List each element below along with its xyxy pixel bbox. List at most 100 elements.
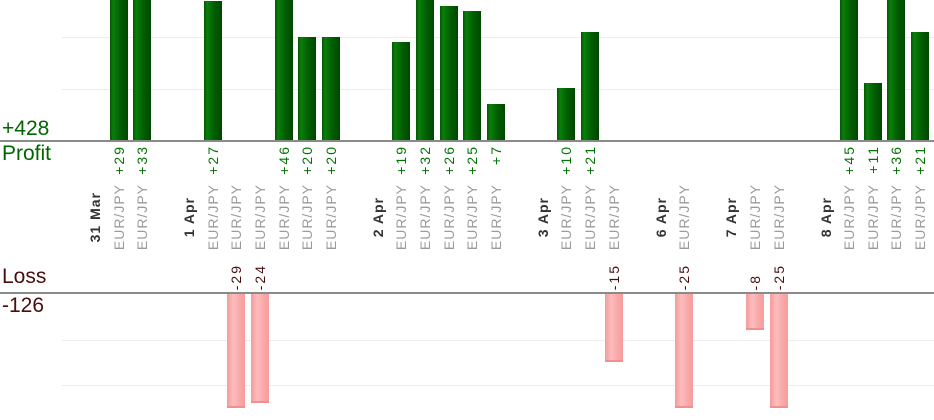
instrument-label: EUR/JPY	[323, 183, 339, 251]
profit-bar	[840, 0, 858, 140]
profit-gridline	[62, 37, 934, 38]
instrument-label-column: EUR/JPY	[746, 180, 764, 254]
profit-bar	[487, 104, 505, 140]
loss-axis-label: Loss	[2, 265, 47, 288]
loss-value-label: -25	[676, 263, 692, 290]
loss-bar	[770, 294, 788, 408]
instrument-label: EUR/JPY	[558, 183, 574, 251]
profit-value-label: +10	[558, 145, 574, 175]
profit-value-label: +27	[205, 145, 221, 175]
profit-bar	[392, 42, 410, 140]
instrument-label-column: EUR/JPY	[487, 180, 505, 254]
date-label-column: 8 Apr	[817, 180, 835, 254]
date-label-column: 7 Apr	[722, 180, 740, 254]
instrument-label-column: EUR/JPY	[227, 180, 245, 254]
loss-total: -126	[2, 294, 45, 317]
instrument-label-column: EUR/JPY	[251, 180, 269, 254]
date-label: 7 Apr	[723, 196, 739, 238]
instrument-label: EUR/JPY	[299, 183, 315, 251]
instrument-label-column: EUR/JPY	[864, 180, 882, 254]
loss-value-label: -24	[252, 263, 268, 290]
profit-bar	[864, 83, 882, 140]
instrument-label-column: EUR/JPY	[322, 180, 340, 254]
instrument-label: EUR/JPY	[228, 183, 244, 251]
instrument-label: EUR/JPY	[464, 183, 480, 251]
instrument-label: EUR/JPY	[582, 183, 598, 251]
date-label-column: 3 Apr	[534, 180, 552, 254]
profit-value-label: +36	[888, 145, 904, 175]
profit-value-label: +46	[276, 145, 292, 175]
profit-value-label: +29	[111, 145, 127, 175]
date-label-column: 1 Apr	[180, 180, 198, 254]
instrument-label-column: EUR/JPY	[275, 180, 293, 254]
instrument-label: EUR/JPY	[912, 183, 928, 251]
profit-value-label: +32	[417, 145, 433, 175]
profit-bar	[133, 0, 151, 140]
instrument-label: EUR/JPY	[393, 183, 409, 251]
instrument-label: EUR/JPY	[865, 183, 881, 251]
profit-value-label: +19	[393, 145, 409, 175]
profit-bar	[416, 0, 434, 140]
date-label: 1 Apr	[181, 196, 197, 238]
instrument-label: EUR/JPY	[488, 183, 504, 251]
loss-axis-line	[0, 292, 934, 294]
instrument-label-column: EUR/JPY	[392, 180, 410, 254]
profit-bar	[298, 37, 316, 140]
instrument-label-column: EUR/JPY	[416, 180, 434, 254]
loss-bar	[605, 294, 623, 362]
profit-value-label: +45	[841, 145, 857, 175]
loss-value-label: -29	[228, 263, 244, 290]
instrument-label: EUR/JPY	[111, 183, 127, 251]
date-label: 3 Apr	[535, 196, 551, 238]
date-label: 6 Apr	[653, 196, 669, 238]
instrument-label: EUR/JPY	[747, 183, 763, 251]
profit-value-label: +20	[323, 145, 339, 175]
profit-bar	[581, 32, 599, 140]
instrument-label-column: EUR/JPY	[204, 180, 222, 254]
instrument-label-column: EUR/JPY	[581, 180, 599, 254]
instrument-label-column: EUR/JPY	[770, 180, 788, 254]
profit-bar	[110, 0, 128, 140]
instrument-label-column: EUR/JPY	[463, 180, 481, 254]
profit-bar	[911, 32, 929, 140]
instrument-label: EUR/JPY	[606, 183, 622, 251]
instrument-label: EUR/JPY	[417, 183, 433, 251]
loss-bar	[251, 294, 269, 403]
profit-value-label: +26	[441, 145, 457, 175]
instrument-label: EUR/JPY	[771, 183, 787, 251]
instrument-label-column: EUR/JPY	[557, 180, 575, 254]
loss-bar	[675, 294, 693, 408]
loss-value-label: -25	[771, 263, 787, 290]
profit-bar	[463, 11, 481, 140]
instrument-label: EUR/JPY	[676, 183, 692, 251]
profit-value-label: +20	[299, 145, 315, 175]
instrument-label-column: EUR/JPY	[840, 180, 858, 254]
profit-value-label: +25	[464, 145, 480, 175]
profit-bar	[440, 6, 458, 140]
date-label-column: 2 Apr	[369, 180, 387, 254]
loss-gridline	[62, 385, 934, 386]
instrument-label-column: EUR/JPY	[911, 180, 929, 254]
profit-bar	[275, 0, 293, 140]
instrument-label-column: EUR/JPY	[133, 180, 151, 254]
loss-bar	[227, 294, 245, 408]
instrument-label: EUR/JPY	[134, 183, 150, 251]
profit-value-label: +7	[488, 145, 504, 165]
date-label-column: 6 Apr	[652, 180, 670, 254]
instrument-label-column: EUR/JPY	[675, 180, 693, 254]
profit-bar	[322, 37, 340, 140]
instrument-label-column: EUR/JPY	[440, 180, 458, 254]
loss-value-label: -8	[747, 273, 763, 290]
loss-gridline	[62, 340, 934, 341]
profit-axis-line	[0, 140, 934, 142]
instrument-label-column: EUR/JPY	[887, 180, 905, 254]
instrument-label: EUR/JPY	[252, 183, 268, 251]
instrument-label-column: EUR/JPY	[605, 180, 623, 254]
profit-value-label: +33	[134, 145, 150, 175]
instrument-label: EUR/JPY	[276, 183, 292, 251]
instrument-label: EUR/JPY	[888, 183, 904, 251]
date-label-column: 31 Mar	[86, 180, 104, 254]
instrument-label-column: EUR/JPY	[110, 180, 128, 254]
profit-bar	[204, 1, 222, 140]
